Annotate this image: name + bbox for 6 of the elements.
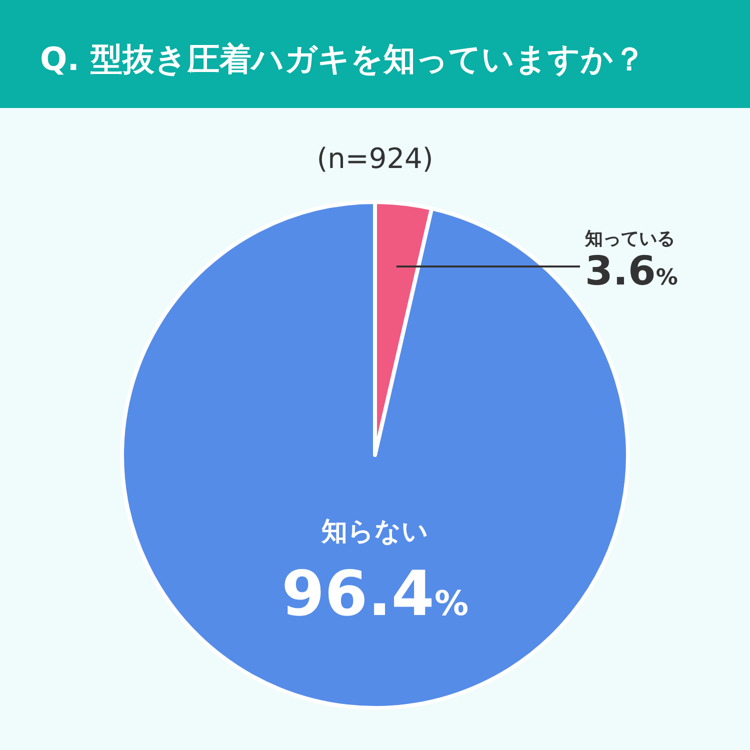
chart-title: Q. 型抜き圧着ハガキを知っていますか？ xyxy=(40,40,646,78)
chart-subtitle: (n=924) xyxy=(316,142,434,175)
slice-label: 知らない xyxy=(320,517,428,547)
data-label: 96.4% xyxy=(281,557,469,630)
data-label: 3.6% xyxy=(585,248,678,294)
slice-label: 知っている xyxy=(584,228,675,250)
